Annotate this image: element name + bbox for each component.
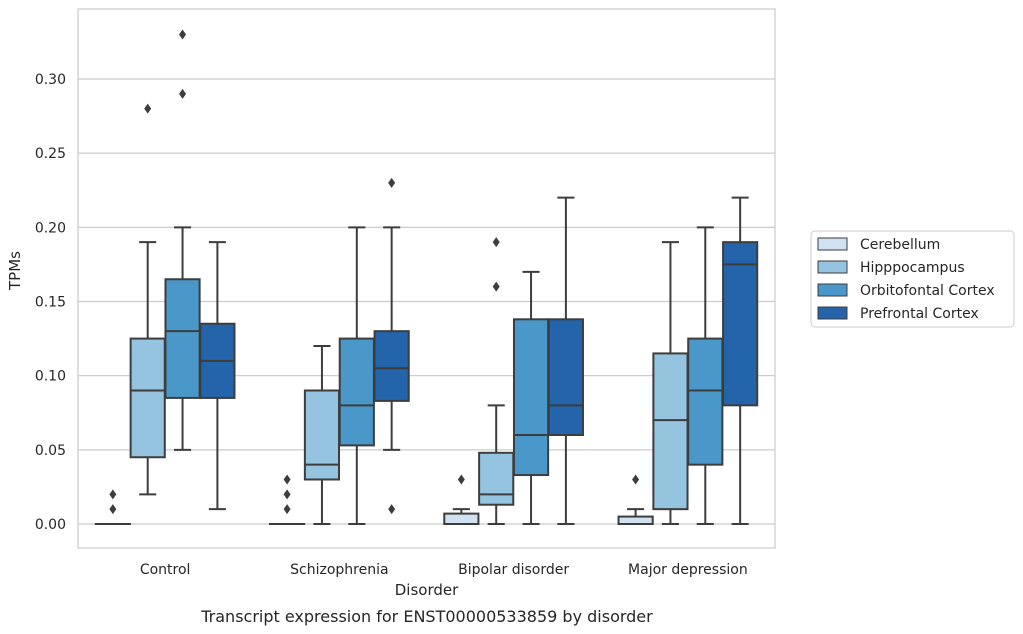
legend-swatch: [817, 237, 848, 251]
legend-swatch: [817, 306, 848, 320]
legend-label: Cerebellum: [860, 237, 940, 253]
x-tick-label: Major depression: [628, 562, 748, 578]
box: [443, 474, 480, 525]
box: [199, 241, 236, 511]
outlier-point: [109, 489, 117, 500]
x-tick-label: Control: [140, 562, 191, 578]
box: [303, 345, 341, 525]
box: [512, 270, 550, 525]
box-iqr: [722, 241, 759, 407]
series-hipppocampus: [129, 103, 689, 525]
box-iqr: [547, 318, 584, 436]
outlier-point: [492, 237, 500, 248]
series-cerebellum: [94, 474, 654, 526]
box: [722, 196, 759, 525]
outlier-point: [283, 504, 291, 515]
y-tick-label: 0.05: [35, 443, 66, 459]
box-iqr: [478, 451, 515, 506]
box-iqr: [512, 318, 550, 477]
legend-swatch: [817, 260, 848, 274]
outlier-point: [144, 103, 152, 114]
legend-label: Prefrontal Cortex: [860, 306, 979, 322]
box-iqr: [687, 337, 724, 466]
x-tick-label: Schizophrenia: [290, 562, 388, 578]
box-iqr: [652, 352, 689, 511]
y-axis-label: TPMs: [6, 251, 24, 291]
outlier-point: [388, 177, 396, 188]
outlier-point: [179, 88, 187, 99]
x-tick-label: Bipolar disorder: [458, 562, 569, 578]
legend-label: Orbitofontal Cortex: [860, 283, 995, 299]
box: [687, 226, 724, 525]
box: [652, 241, 689, 525]
chart-caption: Transcript expression for ENST0000053385…: [200, 607, 653, 626]
x-tick-labels: Control Schizophrenia Bipolar disorder Majo…: [140, 562, 748, 578]
box: [547, 196, 584, 525]
box-iqr: [443, 512, 480, 525]
box-iqr: [373, 330, 410, 402]
outlier-point: [492, 281, 500, 292]
outlier-point: [283, 489, 291, 500]
box: [373, 177, 410, 515]
y-tick-label: 0.10: [35, 369, 66, 385]
y-tick-label: 0.20: [35, 220, 66, 236]
outlier-point: [388, 504, 396, 515]
box: [269, 474, 306, 526]
outlier-point: [457, 474, 465, 485]
y-tick-label: 0.15: [35, 295, 66, 311]
y-tick-label: 0.00: [35, 517, 66, 533]
box: [478, 237, 515, 525]
y-tick-label: 0.25: [35, 146, 66, 162]
outlier-point: [179, 29, 187, 40]
box-iqr: [303, 389, 341, 481]
outlier-point: [632, 474, 640, 485]
box: [338, 226, 375, 525]
box: [164, 29, 201, 451]
box-iqr: [129, 337, 166, 459]
box-groups: [94, 29, 759, 526]
legend-frame: [810, 230, 1015, 328]
legend-swatch: [817, 283, 848, 297]
box-iqr: [617, 515, 654, 525]
box-iqr: [164, 278, 201, 399]
box-iqr: [338, 337, 375, 447]
legend: Cerebellum Hipppocampus Orbitofontal Corte…: [810, 230, 1015, 328]
outlier-point: [109, 504, 117, 515]
box: [94, 489, 131, 526]
x-axis-label: Disorder: [395, 581, 459, 599]
y-tick-label: 0.30: [35, 72, 66, 88]
box: [129, 103, 166, 496]
y-tick-labels: 0.00 0.05 0.10 0.15 0.20 0.25 0.30: [35, 72, 66, 533]
box: [617, 474, 654, 525]
outlier-point: [283, 474, 291, 485]
series-prefrontal-cortex: [199, 177, 759, 525]
plot-area-frame: [77, 8, 776, 549]
legend-label: Hipppocampus: [860, 260, 965, 276]
